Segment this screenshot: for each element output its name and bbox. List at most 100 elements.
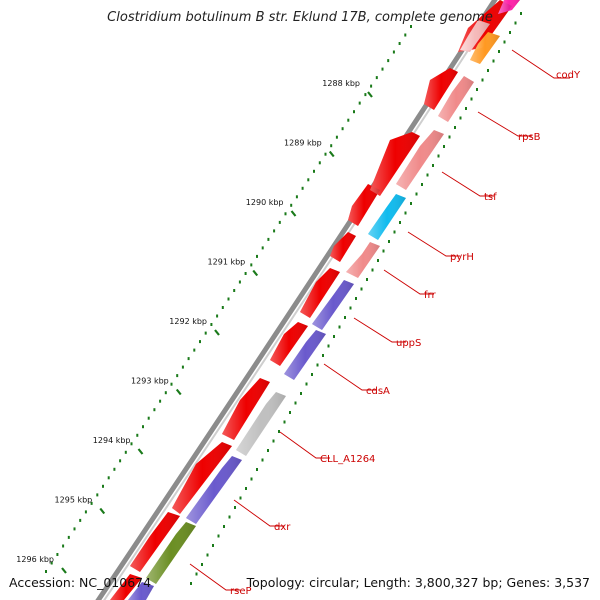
inner-tick: [349, 306, 352, 310]
feature-gloss: [128, 582, 154, 600]
minor-tick: [102, 484, 104, 488]
inner-tick: [206, 553, 209, 557]
minor-tick: [238, 280, 241, 284]
minor-tick: [324, 152, 327, 156]
minor-tick: [107, 476, 110, 480]
inner-tick: [223, 525, 225, 528]
minor-tick: [216, 314, 219, 318]
inner-tick: [267, 449, 269, 452]
inner-tick: [432, 164, 434, 167]
minor-tick: [381, 67, 384, 71]
minor-tick: [227, 297, 230, 301]
minor-tick: [233, 289, 236, 292]
inner-tick: [261, 458, 264, 462]
major-tick: [290, 210, 297, 217]
feature-gloss: [186, 456, 242, 524]
minor-tick: [330, 144, 333, 148]
inner-tick: [371, 268, 374, 272]
minor-tick: [84, 510, 87, 514]
minor-tick: [278, 220, 281, 224]
minor-tick: [170, 382, 173, 386]
minor-tick: [358, 101, 361, 105]
feature-gloss: [424, 68, 458, 110]
minor-tick: [96, 493, 99, 497]
minor-tick: [364, 93, 367, 97]
minor-tick: [410, 25, 412, 28]
minor-tick: [136, 433, 139, 437]
minor-tick: [261, 246, 264, 250]
inner-tick: [338, 325, 341, 329]
inner-tick: [514, 21, 517, 25]
gene-label-pyrH[interactable]: pyrH: [450, 252, 474, 263]
feature-gloss: [498, 0, 520, 14]
minor-tick: [67, 535, 70, 539]
feature-gloss: [460, 20, 490, 52]
minor-tick: [113, 467, 116, 471]
inner-tick: [503, 40, 506, 44]
inner-tick: [410, 202, 412, 205]
feature-gloss: [348, 184, 380, 226]
feature-gloss: [312, 280, 354, 330]
inner-tick: [300, 392, 302, 395]
inner-tick: [393, 230, 396, 234]
feature-gloss: [346, 242, 380, 278]
major-tick: [137, 448, 144, 455]
gene-label-codY[interactable]: codY: [556, 70, 581, 81]
minor-tick: [284, 212, 287, 216]
minor-tick: [187, 357, 190, 361]
minor-tick: [62, 544, 65, 548]
major-tick: [99, 507, 106, 515]
gene-label-uppS[interactable]: uppS: [396, 338, 421, 349]
inner-tick: [492, 59, 495, 63]
feature-gloss: [146, 522, 196, 584]
inner-tick: [201, 563, 203, 566]
minor-tick: [404, 33, 407, 37]
minor-tick: [250, 263, 253, 267]
inner-tick: [426, 173, 429, 177]
inner-tick: [465, 107, 467, 110]
minor-tick: [193, 348, 196, 352]
kbp-label: 1291 kbp: [208, 258, 246, 267]
minor-tick: [210, 323, 213, 326]
major-tick: [328, 150, 335, 158]
minor-tick: [90, 501, 93, 505]
minor-tick: [147, 416, 150, 420]
gene-label-cdsA[interactable]: cdsA: [366, 386, 390, 397]
inner-tick: [228, 515, 231, 519]
minor-tick: [313, 169, 315, 173]
minor-tick: [290, 203, 293, 207]
gene-label-tsf[interactable]: tsf: [484, 192, 497, 203]
inner-tick: [322, 354, 324, 357]
minor-tick: [370, 84, 373, 88]
inner-tick: [250, 477, 253, 481]
feature-gloss: [300, 268, 340, 318]
major-tick: [214, 329, 220, 336]
feature-gloss: [236, 392, 286, 456]
major-tick: [367, 91, 373, 98]
gene-label-CLL_A1264[interactable]: CLL_A1264: [320, 454, 375, 465]
inner-tick: [272, 439, 275, 443]
inner-tick: [388, 240, 390, 243]
gene-label-frr[interactable]: frr: [424, 290, 436, 301]
inner-tick: [212, 544, 214, 547]
gene-label-rseP[interactable]: rseP: [230, 586, 252, 597]
kbp-label: 1293 kbp: [131, 377, 169, 386]
minor-tick: [119, 459, 122, 463]
inner-tick: [481, 78, 484, 82]
gene-label-dxr[interactable]: dxr: [274, 522, 291, 533]
minor-tick: [199, 340, 201, 344]
inner-tick: [454, 126, 456, 129]
inner-tick: [217, 534, 220, 538]
minor-tick: [73, 527, 76, 531]
inner-tick: [294, 401, 297, 405]
gene-label-rpsB[interactable]: rpsB: [518, 132, 541, 143]
feature-gloss: [330, 232, 356, 262]
minor-tick: [273, 229, 276, 233]
inner-tick: [415, 192, 418, 196]
inner-tick: [437, 154, 440, 158]
inner-tick: [289, 411, 291, 414]
inner-tick: [327, 344, 330, 348]
kbp-label: 1290 kbp: [246, 198, 284, 207]
feature-gloss: [438, 76, 474, 122]
kbp-labels: 1288 kbp 1289 kbp 1290 kbp 1291 kbp 1292 kbp…: [16, 79, 360, 564]
